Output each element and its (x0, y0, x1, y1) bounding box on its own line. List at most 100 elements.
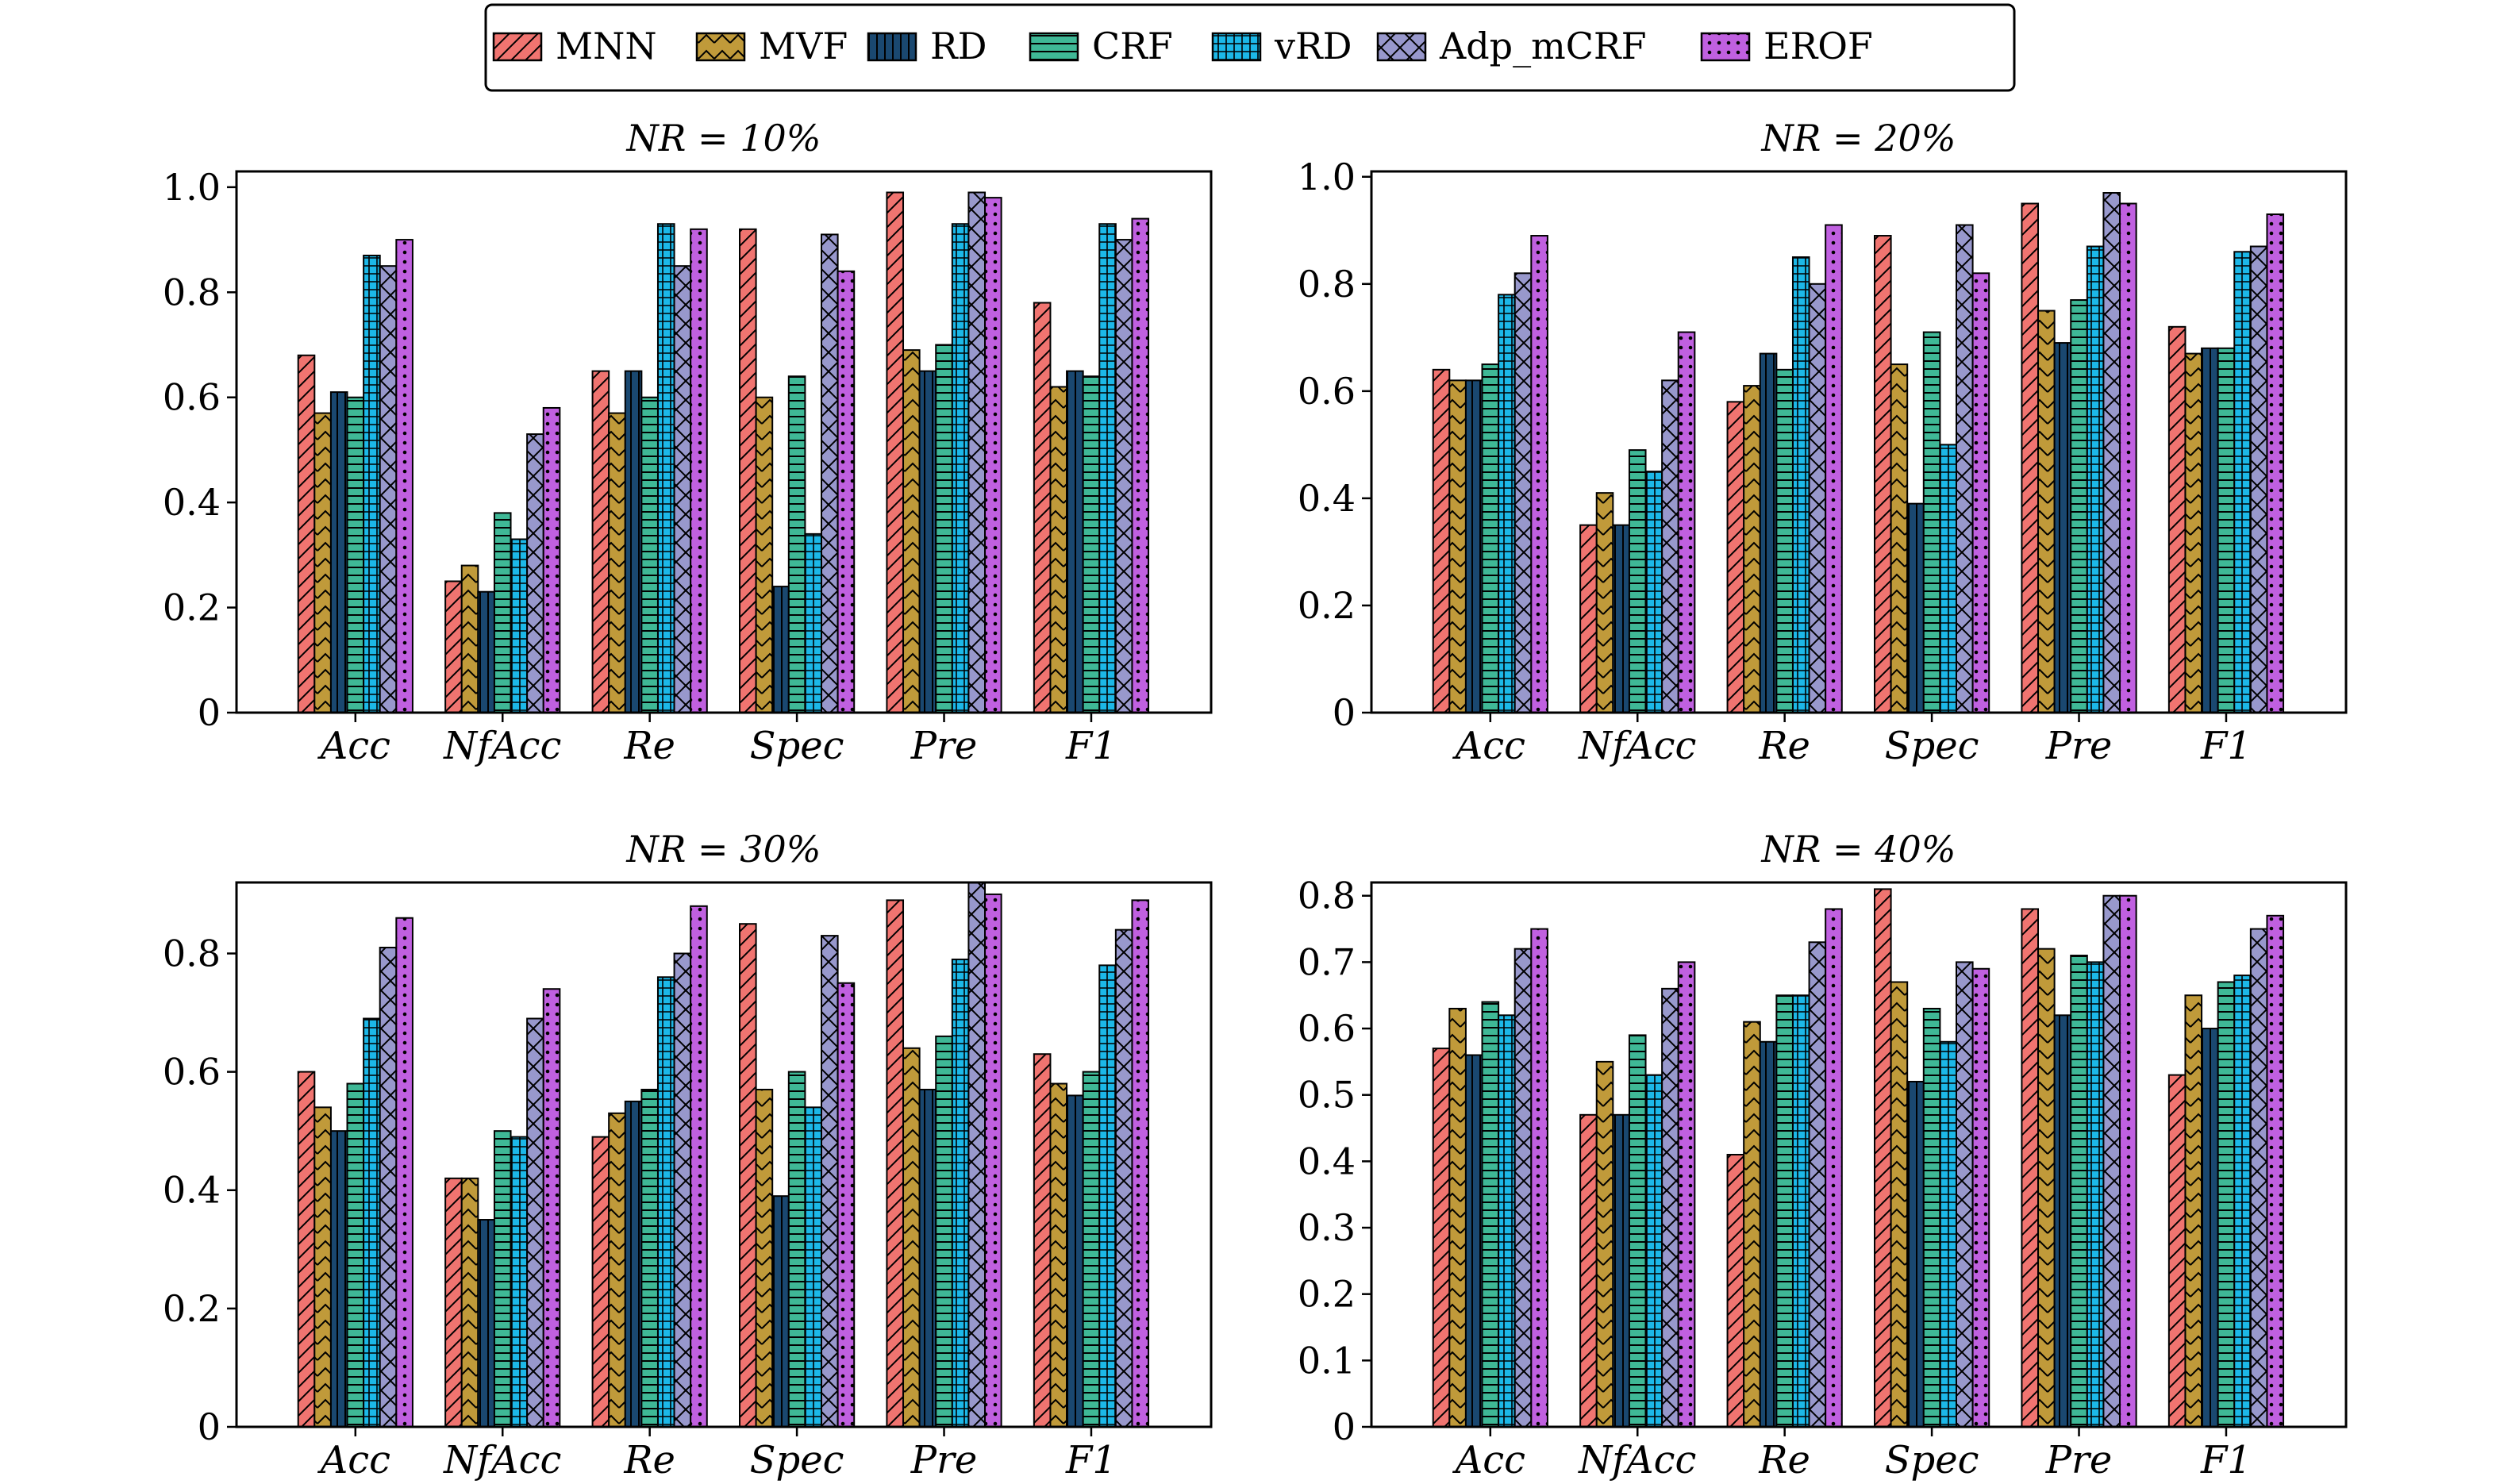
bar-mvf-acc (313, 412, 332, 714)
bar-rd-spec (771, 586, 790, 714)
bar-adp-mcrf-nfacc (1661, 379, 1679, 713)
bar-mvf-nfacc (1595, 1060, 1614, 1428)
x-tick-label: Spec (1885, 724, 1979, 768)
bar-erof-nfacc (1677, 961, 1696, 1428)
bar-vrd-spec (1939, 444, 1957, 713)
bar-erof-nfacc (542, 988, 561, 1428)
bar-vrd-f1 (1098, 223, 1117, 713)
bar-adp-mcrf-nfacc (526, 1017, 544, 1428)
x-tick-label: Re (623, 724, 675, 768)
x-tick-label: F1 (1065, 1438, 1117, 1482)
bar-vrd-spec (1939, 1040, 1957, 1428)
bar-crf-spec (1922, 1007, 1941, 1428)
panel-nr-40: NR = 40% Acc NfAcc Re Spec Pre F1 0 0.1 0.2 0.3 0.… (1298, 828, 2348, 1482)
bar-rd-spec (1906, 502, 1925, 714)
bar-vrd-pre (951, 958, 970, 1428)
bar-crf-f1 (1082, 1071, 1101, 1428)
y-tick-label: 0.3 (1298, 1206, 1356, 1249)
legend-label-mvf: MVF (759, 25, 848, 67)
bar-adp-mcrf-f1 (2249, 928, 2268, 1428)
x-tick-label: Acc (317, 1438, 390, 1482)
plot-frame (235, 881, 1213, 1428)
bar-crf-nfacc (493, 512, 512, 714)
x-tick-label: Spec (1885, 1438, 1979, 1482)
y-tick-label: 0.4 (163, 481, 221, 524)
y-tick-label: 0.6 (163, 376, 221, 419)
bar-mvf-re (1743, 1021, 1761, 1428)
bar-crf-spec (787, 1071, 806, 1428)
y-tick-label: 0.4 (163, 1169, 221, 1212)
bar-crf-f1 (2217, 981, 2236, 1428)
bar-rd-re (624, 370, 643, 713)
x-tick-label: Pre (910, 1438, 978, 1482)
bar-vrd-nfacc (1644, 1074, 1663, 1428)
bar-adp-mcrf-pre (2102, 192, 2121, 713)
bar-erof-re (690, 905, 708, 1428)
legend-label-adp-mcrf: Adp_mCRF (1439, 25, 1646, 67)
bar-mnn-acc (1432, 368, 1451, 713)
bar-rd-acc (1464, 379, 1483, 713)
bar-crf-acc (346, 1082, 365, 1428)
bar-rd-pre (2053, 342, 2072, 713)
bar-adp-mcrf-pre (967, 191, 987, 714)
bar-vrd-spec (804, 1106, 823, 1428)
bar-rd-acc (329, 1130, 348, 1428)
y-tick-label: 0.8 (163, 932, 221, 975)
bar-erof-f1 (2266, 213, 2285, 713)
bar-mvf-acc (313, 1106, 332, 1428)
bar-mnn-pre (2021, 202, 2040, 713)
bar-mvf-re (1743, 385, 1761, 713)
bar-vrd-f1 (2233, 975, 2252, 1428)
bar-adp-mcrf-pre (967, 882, 987, 1428)
plot-frame (235, 170, 1213, 714)
bar-adp-mcrf-spec (821, 935, 839, 1428)
bar-rd-spec (771, 1195, 790, 1428)
bar-mvf-pre (2037, 309, 2056, 713)
y-tick-label: 0.6 (1298, 1007, 1356, 1050)
bar-vrd-re (1791, 256, 1810, 714)
x-tick-label: Spec (750, 1438, 844, 1482)
y-tick-label: 0.8 (1298, 875, 1356, 917)
bar-rd-acc (1464, 1054, 1483, 1428)
bar-mnn-nfacc (1579, 1113, 1598, 1428)
bar-mnn-spec (739, 228, 757, 713)
bar-erof-pre (984, 197, 1002, 714)
bar-mnn-spec (1874, 235, 1892, 713)
bar-vrd-nfacc (510, 538, 529, 713)
bar-adp-mcrf-acc (379, 947, 398, 1428)
y-tick-label: 0.7 (1298, 940, 1356, 983)
bar-erof-spec (837, 982, 856, 1428)
bar-mvf-pre (902, 1047, 921, 1428)
legend-swatch-rd (867, 32, 917, 62)
x-tick-label: Acc (1452, 724, 1525, 768)
y-tick-label: 0 (1333, 691, 1356, 734)
legend-swatch-mvf (695, 32, 746, 62)
y-tick-label: 0.1 (1298, 1339, 1356, 1382)
bar-adp-mcrf-acc (379, 265, 398, 713)
bar-erof-acc (1530, 235, 1548, 713)
panel-title: NR = 10% (626, 117, 821, 160)
bar-mvf-nfacc (1595, 492, 1614, 714)
bar-crf-pre (2070, 955, 2088, 1428)
bar-mvf-nfacc (460, 1177, 479, 1428)
legend-label-vrd: vRD (1274, 25, 1352, 67)
bar-crf-spec (787, 375, 806, 713)
bar-crf-pre (935, 344, 953, 713)
legend-swatch-vrd (1211, 32, 1262, 62)
y-tick-label: 0 (198, 1405, 221, 1448)
bar-erof-pre (2119, 894, 2137, 1428)
x-tick-label: Acc (1452, 1438, 1525, 1482)
bar-mnn-nfacc (444, 1177, 463, 1428)
bar-mvf-spec (1890, 363, 1909, 713)
bar-crf-re (1775, 994, 1794, 1428)
bar-adp-mcrf-re (1808, 283, 1827, 713)
bar-erof-pre (2119, 202, 2137, 713)
x-tick-label: NfAcc (443, 1438, 561, 1482)
bar-mnn-re (1726, 1154, 1745, 1428)
bar-crf-acc (346, 396, 365, 713)
bar-vrd-f1 (1098, 964, 1117, 1428)
bar-adp-mcrf-re (1808, 941, 1827, 1428)
y-tick-label: 1.0 (163, 166, 221, 209)
bar-mnn-spec (1874, 888, 1892, 1428)
